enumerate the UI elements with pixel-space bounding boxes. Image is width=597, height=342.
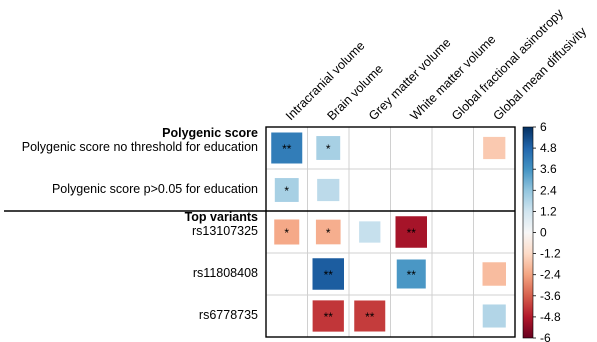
- row-label: Polygenic score no threshold for educati…: [22, 140, 258, 154]
- group-header: Top variants: [185, 210, 258, 224]
- row-label: rs11808408: [193, 266, 258, 280]
- heatmap-cell: [359, 221, 381, 243]
- significance-stars: **: [407, 268, 417, 282]
- colorbar-tick-label: 3.6: [540, 162, 557, 176]
- heatmap-cell: [274, 219, 300, 245]
- colorbar-tick-label: -2.4: [540, 268, 561, 282]
- significance-stars: *: [326, 226, 331, 240]
- heatmap-cell: [317, 178, 340, 202]
- heatmap-grid: [4, 126, 516, 338]
- heatmap-cell: [274, 178, 299, 202]
- significance-stars: **: [324, 310, 334, 324]
- heatmap-cell: [312, 258, 344, 290]
- significance-stars: **: [407, 226, 417, 240]
- column-label: Intracranial volume: [283, 39, 368, 124]
- heatmap-cell: [482, 262, 506, 286]
- heatmap-cells: ** *** * **** **** **: [271, 132, 506, 332]
- colorbar: 6 4.8 3.6 2.4 1.2 0 -1.2 -2.4 -3.6 -4.8 -6: [522, 120, 561, 342]
- heatmap-cell: [395, 216, 427, 248]
- heatmap-cell: [396, 259, 426, 289]
- heatmap-cell: [482, 304, 506, 328]
- heatmap-cell: [483, 136, 506, 160]
- colorbar-tick-label: 6: [540, 120, 547, 134]
- row-label: rs13107325: [192, 224, 258, 238]
- significance-stars: **: [282, 142, 292, 156]
- significance-stars: *: [284, 184, 289, 198]
- heatmap-frame: [265, 126, 516, 338]
- colorbar-tick-label: 4.8: [540, 141, 557, 155]
- significance-stars: **: [365, 310, 375, 324]
- heatmap-cell: [354, 300, 386, 332]
- heatmap-cell: [312, 300, 344, 332]
- row-label: Polygenic score p>0.05 for education: [52, 182, 258, 196]
- row-label: rs6778735: [199, 308, 258, 322]
- significance-stars: *: [284, 226, 289, 240]
- heatmap-cell: [271, 132, 303, 164]
- colorbar-tick-label: 0: [540, 226, 547, 240]
- colorbar-tick-label: -6: [540, 331, 551, 342]
- colorbar-tick-label: -3.6: [540, 289, 561, 303]
- significance-stars: **: [324, 268, 334, 282]
- significance-stars: *: [326, 142, 331, 156]
- heatmap-cell: [315, 219, 341, 245]
- heatmap-cell: [316, 136, 341, 160]
- colorbar-tick-label: 2.4: [540, 183, 557, 197]
- colorbar-gradient: [522, 126, 534, 339]
- colorbar-tick-label: 1.2: [540, 204, 557, 218]
- colorbar-tick-label: -1.2: [540, 247, 561, 261]
- colorbar-tick-label: -4.8: [540, 310, 561, 324]
- group-header: Polygenic score: [162, 126, 258, 140]
